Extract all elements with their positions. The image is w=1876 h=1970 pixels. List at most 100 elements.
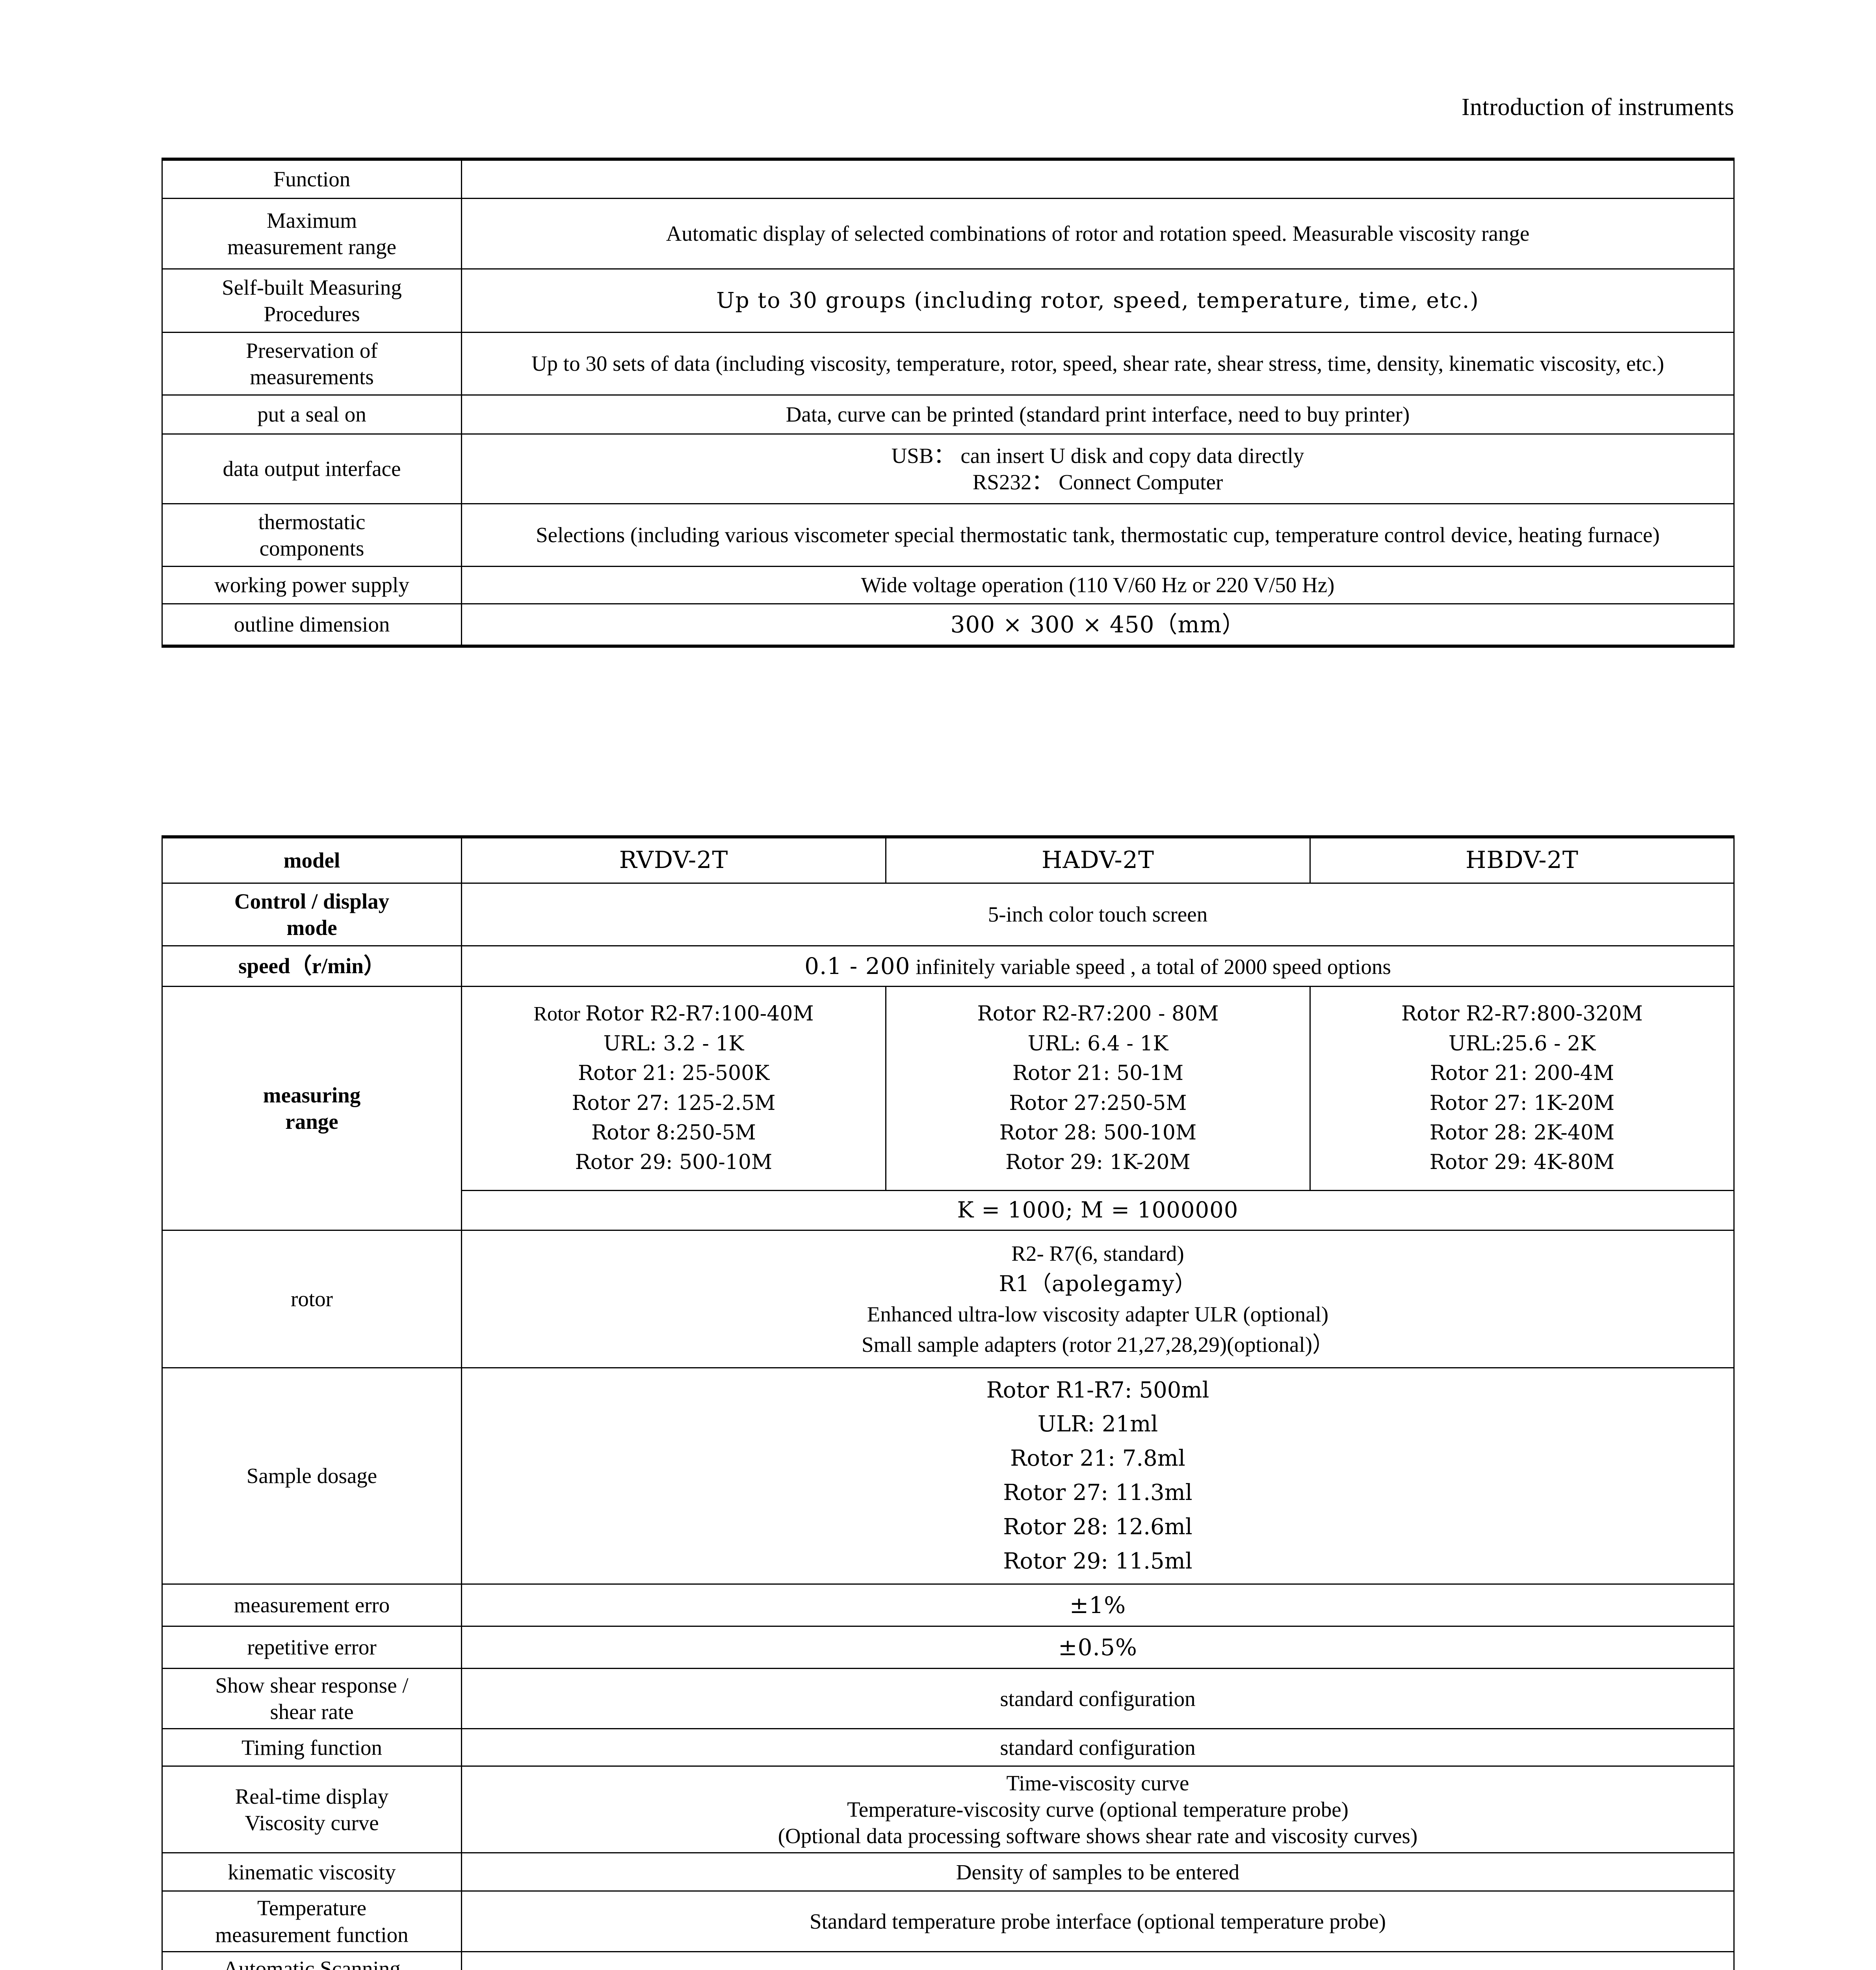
row-label-timing-function: Timing function — [162, 1728, 462, 1767]
row-label-put-a-seal-on: put a seal on — [162, 394, 462, 435]
row-value-working-power-supply: Wide voltage operation (110 V/60 Hz or 2… — [461, 566, 1735, 604]
value-line: RS232： Connect Computer — [972, 470, 1223, 494]
model-hadv-2t: HADV-2T — [885, 835, 1311, 884]
label-line: Viscosity curve — [245, 1810, 379, 1835]
row-label-temperature-measurement-function: Temperature measurement function — [162, 1890, 462, 1952]
range-line: Rotor 28: 500-10M — [999, 1121, 1197, 1145]
row-label-measuring-range: measuring range — [162, 986, 462, 1231]
measuring-range-hadv-2t: Rotor R2-R7:200 - 80M URL: 6.4 - 1K Roto… — [885, 986, 1311, 1191]
row-label-kinematic-viscosity: kinematic viscosity — [162, 1852, 462, 1892]
table-row-measuring-range: measuring range Rotor Rotor R2-R7:100-40… — [162, 986, 1735, 1231]
measuring-range-rvdv-2t: Rotor Rotor R2-R7:100-40M URL: 3.2 - 1K … — [461, 986, 886, 1191]
table-row: outline dimension 300 × 300 × 450（mm） — [162, 603, 1735, 648]
label-line: measuring — [263, 1083, 361, 1107]
row-label-preservation-of-measurements: Preservation of measurements — [162, 332, 462, 396]
label-line: range — [285, 1110, 338, 1134]
table-row-rotor: rotor R2- R7(6, standard) R1（apolegamy） … — [162, 1230, 1735, 1368]
row-value-repetitive-error: ±0.5% — [461, 1626, 1735, 1669]
dosage-line: Rotor 28: 12.6ml — [1003, 1514, 1192, 1540]
range-line: Rotor 29: 500-10M — [575, 1150, 773, 1175]
range-line: Rotor R2-R7:200 - 80M — [977, 1002, 1219, 1026]
row-label-data-output-interface: data output interface — [162, 433, 462, 504]
table-row: Timing function standard configuration — [162, 1728, 1735, 1767]
value-line: Time-viscosity curve — [1006, 1771, 1189, 1795]
label-line: shear rate — [270, 1700, 354, 1724]
row-value-control-display-mode: 5-inch color touch screen — [461, 883, 1735, 946]
row-value-kinematic-viscosity: Density of samples to be entered — [461, 1852, 1735, 1892]
label-line: measurements — [250, 365, 374, 389]
specification-table-two: model RVDV-2T HADV-2T HBDV-2T Control / … — [162, 835, 1735, 1970]
row-label-thermostatic-components: thermostatic components — [162, 503, 462, 567]
table-row: data output interface USB： can insert U … — [162, 433, 1735, 504]
table-row: Maximum measurement range Automatic disp… — [162, 198, 1735, 269]
row-label-repetitive-error: repetitive error — [162, 1626, 462, 1669]
range-line: Rotor 21: 200-4M — [1430, 1061, 1614, 1085]
range-line: Rotor 27: 125-2.5M — [572, 1091, 776, 1115]
row-label-self-built-measuring-procedures: Self-built Measuring Procedures — [162, 268, 462, 333]
row-value-real-time-display-viscosity-curve: Time-viscosity curve Temperature-viscosi… — [461, 1766, 1735, 1854]
row-value-automatic-scanning-function: Automatically scan and recommend the pre… — [461, 1951, 1735, 1970]
dosage-line: ULR: 21ml — [1037, 1411, 1158, 1437]
range-line: Rotor 8:250-5M — [591, 1121, 756, 1145]
range-line: URL: 6.4 - 1K — [1027, 1031, 1168, 1056]
row-label-rotor: rotor — [162, 1230, 462, 1368]
table-row: repetitive error ±0.5% — [162, 1626, 1735, 1669]
row-label-sample-dosage: Sample dosage — [162, 1367, 462, 1585]
row-value-preservation-of-measurements: Up to 30 sets of data (including viscosi… — [461, 332, 1735, 396]
range-line: Rotor 27: 1K-20M — [1429, 1091, 1615, 1115]
row-value-speed: 0.1 - 200 infinitely variable speed , a … — [461, 945, 1735, 987]
label-line: Real-time display — [235, 1784, 389, 1808]
row-label-real-time-display-viscosity-curve: Real-time display Viscosity curve — [162, 1766, 462, 1854]
table-row: Real-time display Viscosity curve Time-v… — [162, 1766, 1735, 1854]
model-rvdv-2t: RVDV-2T — [461, 835, 886, 884]
table-row-control-display: Control / display mode 5-inch color touc… — [162, 883, 1735, 946]
row-value-function — [461, 158, 1735, 199]
table-row: Preservation of measurements Up to 30 se… — [162, 332, 1735, 396]
row-value-maximum-measurement-range: Automatic display of selected combinatio… — [461, 198, 1735, 269]
row-value-rotor: R2- R7(6, standard) R1（apolegamy） Enhanc… — [461, 1230, 1735, 1368]
row-label-automatic-scanning-function: Automatic Scanning Function — [162, 1951, 462, 1970]
row-value-self-built-measuring-procedures: Up to 30 groups (including rotor, speed,… — [461, 268, 1735, 333]
measuring-range-footnote: K = 1000; M = 1000000 — [461, 1190, 1735, 1231]
row-label-show-shear-response: Show shear response / shear rate — [162, 1667, 462, 1730]
speed-description: infinitely variable speed , a total of 2… — [916, 954, 1391, 979]
row-label-speed: speed（r/min） — [162, 945, 462, 987]
rotor-line: Small sample adapters (rotor 21,27,28,29… — [861, 1333, 1334, 1357]
label-line: Procedures — [264, 302, 360, 326]
value-line: (Optional data processing software shows… — [778, 1824, 1418, 1848]
table-row: Automatic Scanning Function Automaticall… — [162, 1951, 1735, 1970]
row-label-working-power-supply: working power supply — [162, 566, 462, 604]
dosage-line: Rotor 21: 7.8ml — [1010, 1446, 1185, 1472]
value-line: USB： can insert U disk and copy data dir… — [891, 443, 1304, 468]
label-line: thermostatic — [258, 509, 366, 534]
range-line: Rotor R2-R7:100-40M — [585, 1002, 814, 1026]
label-line: mode — [286, 916, 337, 940]
table-row: measurement erro ±1% — [162, 1583, 1735, 1627]
row-label-outline-dimension: outline dimension — [162, 603, 462, 648]
label-line: Show shear response / — [215, 1673, 409, 1697]
range-line: URL: 3.2 - 1K — [603, 1031, 744, 1056]
table-row: working power supply Wide voltage operat… — [162, 566, 1735, 604]
table-row-model: model RVDV-2T HADV-2T HBDV-2T — [162, 835, 1735, 884]
range-line: Rotor R2-R7:800-320M — [1401, 1002, 1643, 1026]
running-header: Introduction of instruments — [1462, 94, 1734, 121]
row-label-model: model — [162, 835, 462, 884]
row-label-maximum-measurement-range: Maximum measurement range — [162, 198, 462, 269]
range-line: Rotor 29: 4K-80M — [1429, 1150, 1615, 1175]
table-row-speed: speed（r/min） 0.1 - 200 infinitely variab… — [162, 945, 1735, 987]
table-row-measuring-range-footnote: K = 1000; M = 1000000 — [162, 1190, 1735, 1231]
table-row: put a seal on Data, curve can be printed… — [162, 394, 1735, 435]
row-value-timing-function: standard configuration — [461, 1728, 1735, 1767]
row-value-temperature-measurement-function: Standard temperature probe interface (op… — [461, 1890, 1735, 1952]
table-row: Self-built Measuring Procedures Up to 30… — [162, 268, 1735, 333]
range-line: URL:25.6 - 2K — [1448, 1031, 1596, 1056]
model-hbdv-2t: HBDV-2T — [1309, 835, 1735, 884]
row-value-sample-dosage: Rotor R1-R7: 500ml ULR: 21ml Rotor 21: 7… — [461, 1367, 1735, 1585]
label-line: Self-built Measuring — [222, 275, 402, 299]
row-value-outline-dimension: 300 × 300 × 450（mm） — [461, 603, 1735, 648]
dosage-line: Rotor 29: 11.5ml — [1003, 1548, 1192, 1574]
table-row: kinematic viscosity Density of samples t… — [162, 1852, 1735, 1892]
label-line: measurement function — [215, 1922, 409, 1947]
label-line: Control / display — [234, 889, 390, 913]
